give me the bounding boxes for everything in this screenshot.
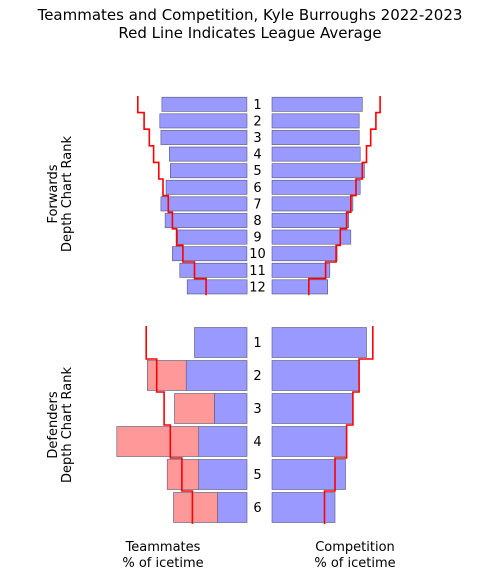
forwards-competition-bar-6 [271, 179, 361, 195]
defenders-ylabel-line1: Defenders [46, 391, 61, 458]
defenders-rank-label-4: 4 [253, 435, 261, 450]
forwards-rank-label-9: 9 [253, 231, 261, 246]
forwards-competition-bar-9 [271, 229, 352, 245]
defenders-ylabel: Defenders Depth Chart Rank [46, 367, 75, 484]
defenders-teammates-bar-1 [194, 327, 248, 358]
forwards-teammates-bar-1 [161, 96, 248, 112]
forwards-competition-bar-12 [271, 279, 329, 295]
defenders-teammates-bar-5 [198, 459, 248, 490]
defenders-competition-bar-1 [271, 327, 367, 358]
defenders-rank-label-5: 5 [253, 468, 261, 483]
forwards-competition-league-line [308, 96, 381, 296]
forwards-ylabel: Forwards Depth Chart Rank [46, 136, 75, 253]
forwards-rank-label-1: 1 [253, 98, 261, 113]
defenders-teammates-bar-6 [217, 492, 248, 523]
forwards-competition-bar-1 [271, 96, 363, 112]
defenders-teammates-bar-2 [185, 360, 248, 391]
forwards-rank-label-7: 7 [253, 197, 261, 212]
forwards-teammates-bar-4 [169, 146, 248, 162]
defenders-rank-label-1: 1 [253, 336, 261, 351]
defenders-competition-league-line [323, 326, 374, 524]
defenders-player-bar-5 [166, 459, 199, 490]
forwards-ylabel-line1: Forwards [46, 164, 61, 223]
forwards-rank-label-8: 8 [253, 214, 261, 229]
forwards-rank-label-4: 4 [253, 148, 261, 163]
defenders-competition-bar-4 [271, 426, 347, 457]
defenders-player-bar-4 [116, 426, 200, 457]
defenders-competition-bar-6 [271, 492, 336, 523]
defenders-panel: Defenders Depth Chart Rank 1 2 3 4 5 6 [46, 326, 374, 524]
forwards-competition-bar-7 [271, 196, 354, 212]
defenders-rank-label-2: 2 [253, 369, 261, 384]
forwards-teammates-bar-2 [159, 113, 248, 129]
defenders-competition-bar-5 [271, 459, 346, 490]
forwards-rank-label-10: 10 [249, 247, 266, 262]
forwards-teammates-league-line [137, 96, 207, 296]
defenders-competition-bar-3 [271, 393, 354, 424]
defenders-ylabel-line2: Depth Chart Rank [60, 367, 75, 484]
defenders-teammates-bar-3 [214, 393, 248, 424]
forwards-teammates-bar-7 [160, 196, 248, 212]
forwards-teammates-bar-9 [177, 229, 248, 245]
defenders-competition-bar-2 [271, 360, 360, 391]
teammates-label-line1: Teammates [125, 540, 201, 555]
forwards-ylabel-line2: Depth Chart Rank [60, 136, 75, 253]
forwards-competition-bar-4 [271, 146, 361, 162]
defenders-player-bar-6 [173, 492, 218, 523]
forwards-panel: Forwards Depth Chart Rank 12345678910111… [46, 96, 381, 296]
competition-label-line1: Competition [315, 540, 395, 555]
forwards-rank-label-11: 11 [249, 264, 266, 279]
chart-title: Teammates and Competition, Kyle Burrough… [37, 6, 463, 24]
forwards-competition-bar-3 [271, 130, 360, 145]
forwards-teammates-bar-5 [170, 163, 248, 179]
forwards-rank-label-6: 6 [253, 181, 261, 196]
forwards-teammates-bar-6 [165, 179, 248, 195]
forwards-teammates-bar-8 [164, 213, 248, 228]
defenders-rank-label-6: 6 [253, 501, 261, 516]
teammates-label-line2: % of icetime [122, 556, 203, 571]
defenders-teammates-bar-4 [198, 426, 248, 457]
defenders-player-bar-2 [147, 360, 187, 391]
forwards-competition-bar-2 [271, 113, 360, 129]
forwards-teammates-bar-10 [172, 246, 248, 262]
forwards-teammates-bar-11 [179, 262, 248, 278]
defenders-teammates-league-line [145, 326, 194, 524]
forwards-competition-bar-8 [271, 213, 349, 228]
defenders-rank-label-3: 3 [253, 402, 261, 417]
forwards-competition-bar-5 [271, 163, 365, 179]
forwards-teammates-bar-3 [160, 130, 248, 145]
defenders-player-bar-3 [174, 393, 215, 424]
forwards-rank-label-2: 2 [253, 114, 261, 129]
chart-subtitle: Red Line Indicates League Average [118, 24, 381, 42]
forwards-competition-bar-10 [271, 246, 338, 262]
competition-label-line2: % of icetime [314, 556, 395, 571]
forwards-rank-label-3: 3 [253, 131, 261, 146]
forwards-teammates-bar-12 [186, 279, 248, 295]
forwards-competition-bar-11 [271, 262, 331, 278]
forwards-rank-label-5: 5 [253, 164, 261, 179]
forwards-rank-label-12: 12 [249, 280, 266, 295]
bottom-labels: Teammates % of icetime Competition % of … [122, 540, 395, 571]
